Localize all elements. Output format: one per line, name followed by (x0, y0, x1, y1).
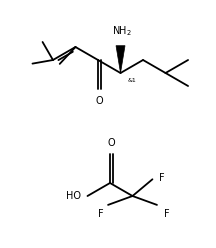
Text: NH$_2$: NH$_2$ (112, 25, 132, 38)
Text: F: F (159, 173, 165, 183)
Text: HO: HO (66, 191, 81, 201)
Text: O: O (96, 95, 103, 106)
Polygon shape (116, 46, 125, 73)
Text: F: F (164, 209, 170, 219)
Text: O: O (108, 138, 115, 148)
Text: &1: &1 (127, 78, 136, 83)
Text: F: F (98, 209, 104, 219)
